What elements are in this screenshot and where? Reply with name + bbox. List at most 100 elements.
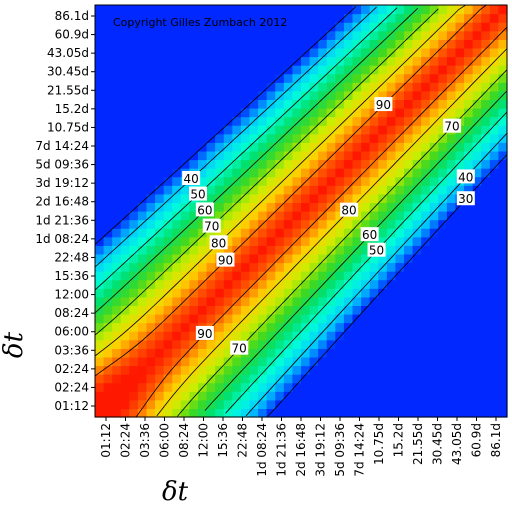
heatmap-cell <box>481 382 491 392</box>
heatmap-cell <box>223 47 233 58</box>
heatmap-cell <box>446 296 457 307</box>
heatmap-cell <box>472 296 482 307</box>
heatmap-cell <box>95 176 105 186</box>
heatmap-cell <box>498 236 508 246</box>
heatmap-cell <box>163 150 173 161</box>
heatmap-cell <box>378 116 388 126</box>
heatmap-cell <box>395 331 405 341</box>
heatmap-cell <box>343 399 354 410</box>
heatmap-cell <box>146 288 156 298</box>
heatmap-cell <box>232 116 242 126</box>
heatmap-cell <box>275 133 285 143</box>
heatmap-cell <box>352 408 362 418</box>
heatmap-cell <box>369 262 379 272</box>
heatmap-cell <box>472 133 482 143</box>
heatmap-cells <box>95 5 508 418</box>
contour-label-bg <box>216 252 235 267</box>
heatmap-cell <box>95 382 105 392</box>
heatmap-cell <box>455 331 465 341</box>
heatmap-cell <box>472 331 482 341</box>
heatmap-cell <box>206 391 216 401</box>
contour-label-bg <box>443 118 462 133</box>
heatmap-cell <box>421 168 431 178</box>
heatmap-cell <box>438 193 448 204</box>
heatmap-cell <box>438 339 448 349</box>
heatmap-cell <box>429 245 439 255</box>
heatmap-cell <box>369 30 379 40</box>
heatmap-cell <box>369 185 379 195</box>
heatmap-cell <box>481 228 491 238</box>
heatmap-cell <box>146 296 156 307</box>
heatmap-cell <box>438 142 448 152</box>
heatmap-cell <box>326 90 336 101</box>
heatmap-cell <box>335 193 345 204</box>
heatmap-cell <box>361 348 371 358</box>
heatmap-cell <box>446 356 457 367</box>
heatmap-cell <box>455 82 465 92</box>
heatmap-cell <box>258 236 268 246</box>
contour-label: 30 <box>456 191 475 206</box>
heatmap-cell <box>481 176 491 186</box>
heatmap-cell <box>489 374 500 384</box>
heatmap-cell <box>206 47 216 58</box>
heatmap-cell <box>455 228 465 238</box>
heatmap-cell <box>249 142 259 152</box>
heatmap-cell <box>395 99 405 109</box>
heatmap-cell <box>352 90 362 101</box>
heatmap-cell <box>309 65 319 75</box>
heatmap-cell <box>378 288 388 298</box>
heatmap-cell <box>464 108 474 118</box>
heatmap-cell <box>95 133 105 143</box>
heatmap-cell <box>361 82 371 92</box>
heatmap-cell <box>163 314 173 324</box>
heatmap-cell <box>292 30 302 40</box>
heatmap-cell <box>455 202 465 212</box>
heatmap-cell <box>129 150 139 161</box>
heatmap-cell <box>155 142 165 152</box>
heatmap-cell <box>103 356 113 367</box>
heatmap-cell <box>180 193 191 204</box>
heatmap-cell <box>446 365 457 375</box>
heatmap-cell <box>137 159 148 169</box>
heatmap-cell <box>172 391 182 401</box>
heatmap-cell <box>249 348 259 358</box>
heatmap-cell <box>137 82 148 92</box>
heatmap-cell <box>112 314 122 324</box>
heatmap-cell <box>198 22 208 32</box>
heatmap-cell <box>446 99 457 109</box>
heatmap-cell <box>369 296 379 307</box>
heatmap-cell <box>343 108 354 118</box>
heatmap-cell <box>172 288 182 298</box>
heatmap-cell <box>240 253 251 264</box>
heatmap-cell <box>266 13 276 23</box>
heatmap-cell <box>95 150 105 161</box>
heatmap-cell <box>180 159 191 169</box>
heatmap-cell <box>455 391 465 401</box>
heatmap-cell <box>146 142 156 152</box>
heatmap-cell <box>361 185 371 195</box>
heatmap-cell <box>352 356 362 367</box>
heatmap-cell <box>223 391 233 401</box>
heatmap-cell <box>292 211 302 221</box>
heatmap-cell <box>438 356 448 367</box>
heatmap-cell <box>292 39 302 49</box>
heatmap-cell <box>189 30 199 40</box>
heatmap-cell <box>240 296 251 307</box>
contour-label-text: 70 <box>444 120 459 134</box>
heatmap-cell <box>189 322 199 332</box>
heatmap-cell <box>404 322 414 332</box>
heatmap-cell <box>240 176 251 186</box>
heatmap-cell <box>275 391 285 401</box>
heatmap-cell <box>112 339 122 349</box>
heatmap-cell <box>438 30 448 40</box>
heatmap-cell <box>155 176 165 186</box>
y-axis-ticks: 01:1202:2402:2403:3606:0008:2412:0015:36… <box>35 9 95 413</box>
heatmap-cell <box>343 73 354 83</box>
heatmap-cell <box>275 159 285 169</box>
heatmap-cell <box>481 133 491 143</box>
heatmap-cell <box>404 408 414 418</box>
heatmap-cell <box>318 408 328 418</box>
heatmap-cell <box>412 108 422 118</box>
heatmap-cell <box>429 348 439 358</box>
heatmap-cell <box>103 73 113 83</box>
